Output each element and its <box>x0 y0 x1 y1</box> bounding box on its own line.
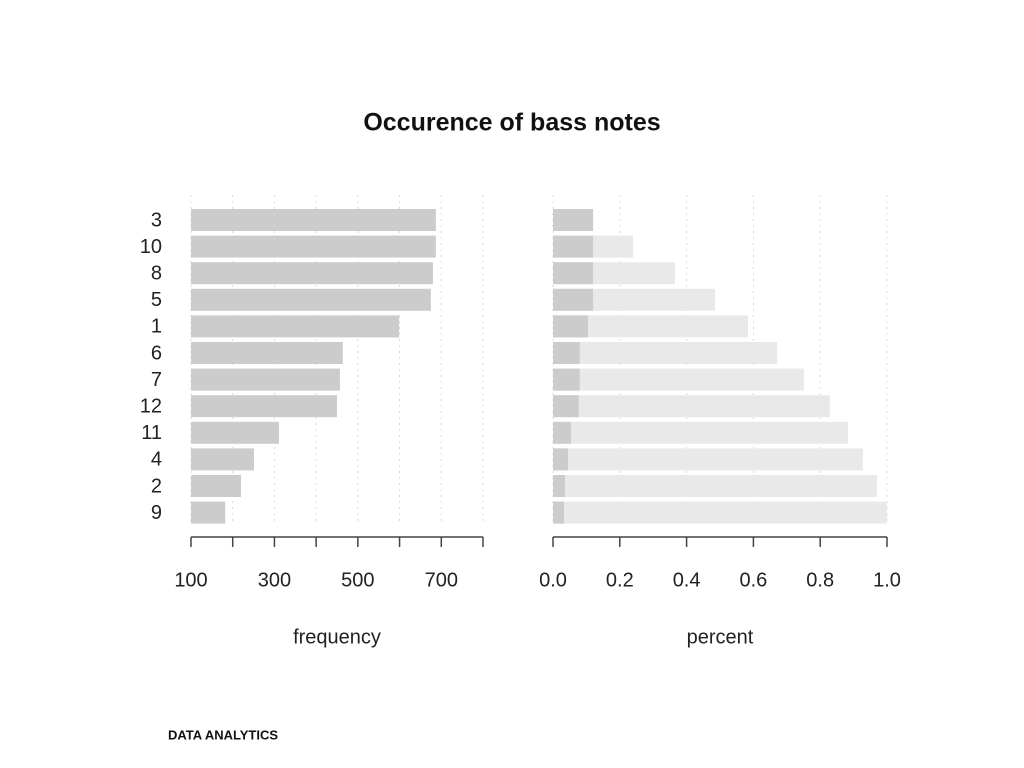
y-tick-label: 11 <box>141 422 162 444</box>
bar <box>553 475 877 497</box>
x-tick-label: 100 <box>174 569 207 591</box>
x-tick-label: 0.4 <box>673 569 701 591</box>
bar <box>553 448 863 471</box>
bar <box>191 501 226 524</box>
bar <box>191 421 280 444</box>
y-tick-label: 8 <box>151 262 162 284</box>
bar <box>553 368 580 391</box>
bar <box>191 395 337 418</box>
bar <box>553 421 572 444</box>
x-tick-label: 700 <box>425 569 458 591</box>
x-tick-label: 300 <box>258 569 291 591</box>
x-tick-label: 0.8 <box>806 569 834 591</box>
x-axis-label: frequency <box>293 626 381 648</box>
x-axis-label: percent <box>687 626 754 648</box>
bar <box>191 288 431 311</box>
bar <box>191 475 242 497</box>
bar <box>553 342 580 364</box>
y-tick-label: 2 <box>151 475 162 497</box>
bar <box>553 395 579 418</box>
y-tick-label: 5 <box>151 289 162 311</box>
bar <box>191 209 436 231</box>
bar <box>191 342 343 364</box>
bar <box>553 209 594 231</box>
y-tick-label: 7 <box>151 369 162 391</box>
bar <box>553 288 594 311</box>
x-tick-label: 0.6 <box>739 569 767 591</box>
bar <box>553 235 594 258</box>
bar <box>553 475 566 497</box>
bar <box>191 368 340 391</box>
y-tick-label: 10 <box>140 236 162 258</box>
bar <box>553 501 565 524</box>
x-tick-label: 0.2 <box>606 569 634 591</box>
bar <box>191 448 254 471</box>
x-tick-label: 500 <box>341 569 374 591</box>
bar <box>553 501 887 524</box>
y-tick-label: 1 <box>151 316 162 338</box>
bar <box>553 342 778 364</box>
bar <box>553 288 715 311</box>
x-tick-label: 1.0 <box>873 569 901 591</box>
y-tick-label: 6 <box>151 342 162 364</box>
bar <box>553 262 594 285</box>
bar <box>553 395 830 418</box>
bar <box>191 315 400 338</box>
bar <box>553 315 589 338</box>
bar <box>191 262 433 285</box>
footer: DATA ANALYTICS <box>168 727 278 742</box>
y-tick-label: 4 <box>151 449 162 471</box>
y-tick-label: 9 <box>151 502 162 524</box>
bar <box>553 421 848 444</box>
x-tick-label: 0.0 <box>539 569 567 591</box>
chart-title: Occurence of bass notes <box>363 109 660 137</box>
bar <box>553 448 569 471</box>
y-tick-label: 3 <box>151 209 162 231</box>
y-tick-label: 12 <box>140 395 162 417</box>
bar <box>553 315 749 338</box>
bar <box>191 235 436 258</box>
bar <box>553 368 804 391</box>
